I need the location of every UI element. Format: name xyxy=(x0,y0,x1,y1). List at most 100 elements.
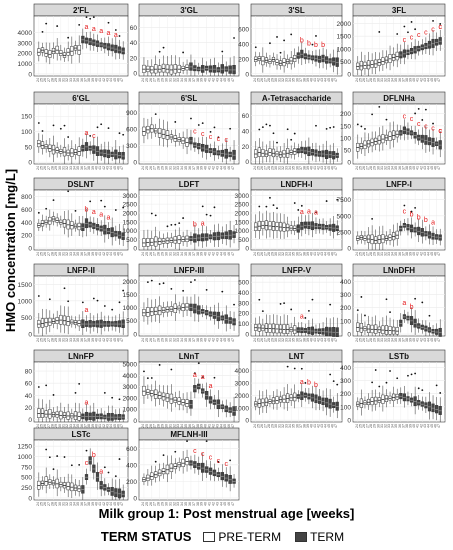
panel-6-xtick-10: 34 xyxy=(288,166,292,170)
panel-8-xtick-10: 34 xyxy=(73,252,77,256)
panel-3-xtick-21: 45 xyxy=(430,78,434,82)
panel-20-xtick-15: 39 xyxy=(91,502,95,506)
panel-18-xtick-23: 47 xyxy=(334,424,338,428)
panel-7-xtick-6: 30 xyxy=(376,166,380,170)
panel-4-ytick-1: 50 xyxy=(25,144,33,151)
panel-0-outlier-11 xyxy=(78,23,81,26)
panel-11-xtick-11: 35 xyxy=(394,252,398,256)
panel-16-ytick-2: 40 xyxy=(25,393,33,400)
panel-4-xtick-2: 26 xyxy=(43,166,47,170)
panel-19-xtick-9: 33 xyxy=(387,424,391,428)
panel-10-xtick-23: 47 xyxy=(334,252,338,256)
panel-3-ytick-4: 2000 xyxy=(337,21,352,28)
panel-2-xtick-13: 37 xyxy=(299,78,303,82)
panel-13-xtick-23: 47 xyxy=(231,338,235,342)
panel-2-outlier-6 xyxy=(276,36,278,38)
panel-13-xtick-21: 45 xyxy=(223,338,227,342)
panel-20-xtick-17: 41 xyxy=(98,502,102,506)
panel-10-outlier-13 xyxy=(300,204,303,207)
panel-9-ytick-4: 2000 xyxy=(123,210,138,217)
panel-20-outlier-7 xyxy=(63,456,66,458)
panel-0-xtick-4: 28 xyxy=(51,78,55,82)
panel-4-outlier-17 xyxy=(100,123,103,126)
panel-17-outlier-4 xyxy=(158,364,161,366)
panel-13-xtick-3: 27 xyxy=(153,338,157,342)
panel-12-outlier-3 xyxy=(48,298,51,301)
panel-14-xtick-18: 42 xyxy=(317,338,321,342)
panel-1-ytick-0: 0 xyxy=(133,70,137,77)
panel-18-xtick-0: 24 xyxy=(253,424,257,428)
panel-9-outlier-2 xyxy=(150,212,153,215)
panel-4-xtick-9: 33 xyxy=(69,166,73,170)
panel-3-xtick-19: 43 xyxy=(423,78,427,82)
panel-19-outlier-6 xyxy=(378,385,381,388)
panel-10-xtick-17: 41 xyxy=(313,252,317,256)
panel-4-outlier-14 xyxy=(89,135,92,137)
panel-18-xtick-21: 45 xyxy=(327,424,331,428)
panel-21-xtick-1: 25 xyxy=(145,502,149,506)
panel-6-xtick-9: 33 xyxy=(285,166,289,170)
panel-9-outlier-7 xyxy=(170,224,173,226)
panel-19-xtick-3: 27 xyxy=(366,424,370,428)
panel-16-xtick-14: 38 xyxy=(87,424,91,428)
panel-12-xtick-14: 38 xyxy=(87,338,91,342)
panel-17-xtick-20: 44 xyxy=(219,424,223,428)
panel-6-outlier-22 xyxy=(332,126,335,128)
panel-19-ytick-1: 100 xyxy=(340,404,351,411)
panel-19-outlier-23 xyxy=(439,392,442,394)
panel-0-letter-4: a xyxy=(114,32,118,39)
panel-16-xtick-19: 43 xyxy=(106,424,110,428)
panel-15-outlier-18 xyxy=(421,301,424,304)
panel-3-xtick-12: 36 xyxy=(398,78,402,82)
panel-15-xtick-16: 40 xyxy=(412,338,416,342)
panel-9-outlier-18 xyxy=(213,206,216,209)
panel-10-box-1 xyxy=(257,220,261,231)
panel-12-xtick-21: 45 xyxy=(113,338,117,342)
panel-20-outlier-3 xyxy=(48,456,51,459)
panel-8-outlier-8 xyxy=(67,190,70,193)
panel-14-box-8 xyxy=(282,324,286,334)
panel-5-xtick-13: 37 xyxy=(192,166,196,170)
panel-5-xtick-0: 24 xyxy=(141,166,145,170)
panel-17-outlier-14 xyxy=(197,362,200,365)
panel-16-outlier-22 xyxy=(118,398,121,401)
panel-15-xtick-7: 31 xyxy=(380,338,384,342)
panel-7-xtick-16: 40 xyxy=(412,166,416,170)
panel-18-xtick-1: 25 xyxy=(256,424,260,428)
panel-1-xtick-4: 28 xyxy=(157,78,161,82)
panel-15-letter-1: b xyxy=(410,304,414,311)
panel-2-outlier-17 xyxy=(315,35,317,37)
panel-7-xtick-1: 25 xyxy=(358,166,362,170)
panel-21-xtick-10: 34 xyxy=(180,502,184,506)
panel-9-xtick-4: 28 xyxy=(157,252,161,256)
panel-11-letter-3: b xyxy=(424,217,428,224)
panel-1-outlier-10 xyxy=(182,51,185,54)
panel-1-xtick-2: 26 xyxy=(149,78,153,82)
panel-17-xtick-7: 31 xyxy=(168,424,172,428)
panel-6-xtick-21: 45 xyxy=(327,166,331,170)
panel-15-outlier-8 xyxy=(385,298,388,301)
panel-17-outlier-0 xyxy=(143,370,145,373)
panel-4-xtick-0: 24 xyxy=(36,166,40,170)
panel-19-xtick-12: 36 xyxy=(398,424,402,428)
panel-7-outlier-0 xyxy=(356,123,359,126)
panel-8-xtick-11: 35 xyxy=(76,252,80,256)
panel-18-xtick-15: 39 xyxy=(306,424,310,428)
panel-18-xtick-14: 38 xyxy=(302,424,306,428)
panel-0-outlier-21 xyxy=(114,29,117,31)
panel-6-xtick-23: 47 xyxy=(334,166,338,170)
panel-9-outlier-6 xyxy=(166,225,169,228)
panel-17-ytick-0: 0 xyxy=(133,418,137,425)
panel-20-xtick-10: 34 xyxy=(73,502,77,506)
panel-21-outlier-8 xyxy=(174,450,177,453)
panel-20-xtick-19: 43 xyxy=(106,502,110,506)
panel-1-xtick-16: 40 xyxy=(204,78,208,82)
panel-14-outlier-15 xyxy=(307,310,310,312)
panel-7-xtick-4: 28 xyxy=(369,166,373,170)
panel-4-xtick-1: 25 xyxy=(40,166,44,170)
panel-10-xtick-15: 39 xyxy=(306,252,310,256)
y-axis-title-text: HMO concentration [mg/L] xyxy=(3,168,19,332)
panel-17-xtick-1: 25 xyxy=(145,424,149,428)
